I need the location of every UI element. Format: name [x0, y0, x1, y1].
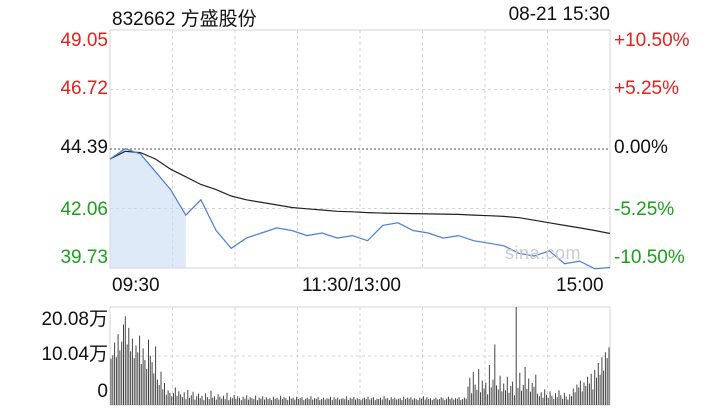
- pct-tick-label: -5.25%: [614, 199, 675, 220]
- price-tick-label: 42.06: [60, 199, 108, 220]
- price-tick-label: 39.73: [60, 247, 108, 268]
- time-tick-label: 09:30: [112, 275, 160, 296]
- pct-tick-label: 0.00%: [614, 137, 668, 158]
- volume-tick-label: 20.08万: [41, 309, 108, 330]
- chart-title: 832662 方盛股份: [112, 9, 257, 30]
- price-tick-label: 44.39: [60, 137, 108, 158]
- price-area: [110, 148, 186, 268]
- time-tick-label: 15:00: [556, 275, 604, 296]
- volume-tick-label: 0: [97, 381, 108, 402]
- watermark: sina.com: [505, 243, 582, 263]
- pct-tick-label: +5.25%: [614, 78, 679, 99]
- pct-tick-label: +10.50%: [614, 30, 690, 51]
- time-tick-label: 11:30/13:00: [302, 275, 401, 296]
- volume-tick-label: 10.04万: [41, 344, 108, 365]
- average-price-line: [109, 150, 611, 235]
- chart-datetime: 08-21 15:30: [508, 4, 610, 25]
- price-tick-label: 46.72: [60, 78, 108, 99]
- pct-tick-label: -10.50%: [614, 247, 685, 268]
- price-tick-label: 49.05: [60, 30, 108, 51]
- price-line: [109, 148, 611, 270]
